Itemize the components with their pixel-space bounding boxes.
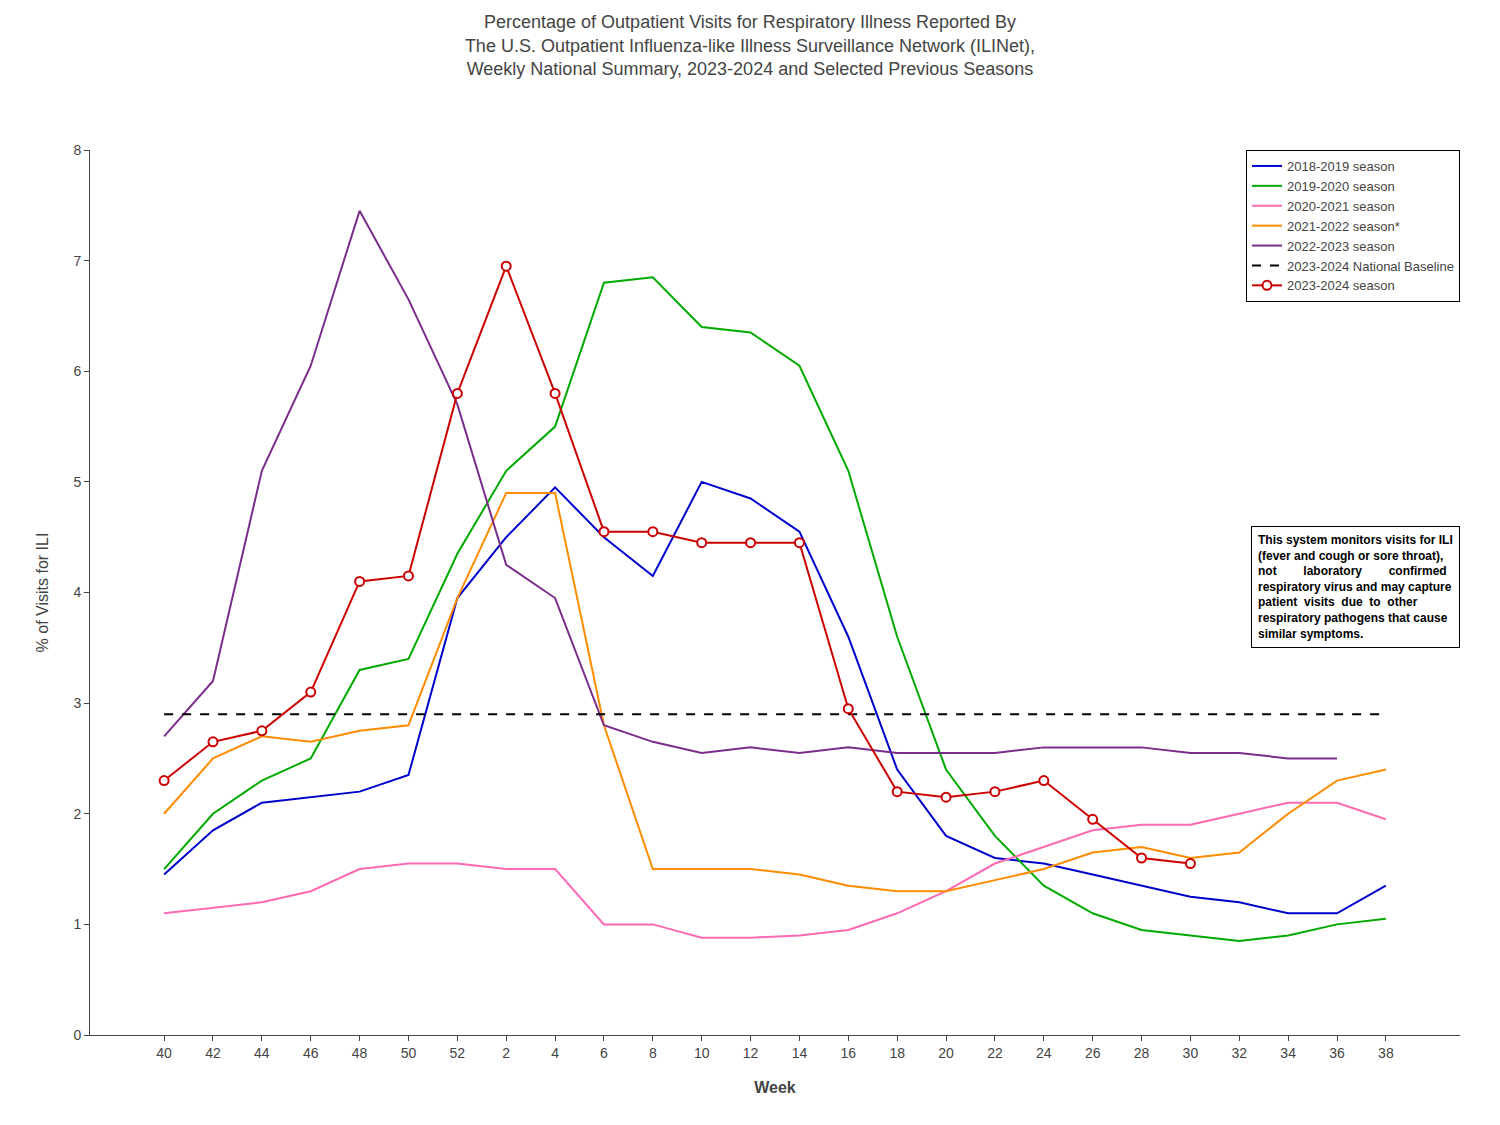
svg-text:2: 2 xyxy=(502,1045,510,1061)
svg-text:12: 12 xyxy=(743,1045,759,1061)
svg-text:14: 14 xyxy=(792,1045,808,1061)
svg-text:% of Visits for ILI: % of Visits for ILI xyxy=(34,533,51,653)
svg-text:44: 44 xyxy=(254,1045,270,1061)
svg-text:Week: Week xyxy=(754,1079,796,1096)
svg-text:6: 6 xyxy=(73,363,81,379)
svg-text:6: 6 xyxy=(600,1045,608,1061)
svg-text:26: 26 xyxy=(1085,1045,1101,1061)
svg-text:3: 3 xyxy=(73,695,81,711)
svg-text:18: 18 xyxy=(889,1045,905,1061)
svg-text:4: 4 xyxy=(551,1045,559,1061)
svg-text:This system monitors visits fo: This system monitors visits for ILI(feve… xyxy=(1258,533,1453,641)
svg-text:4: 4 xyxy=(73,584,81,600)
svg-text:38: 38 xyxy=(1378,1045,1394,1061)
svg-text:36: 36 xyxy=(1329,1045,1345,1061)
svg-text:46: 46 xyxy=(303,1045,319,1061)
svg-text:2019-2020 season: 2019-2020 season xyxy=(1287,179,1395,194)
svg-text:2: 2 xyxy=(73,806,81,822)
svg-text:32: 32 xyxy=(1231,1045,1247,1061)
svg-text:2023-2024 season: 2023-2024 season xyxy=(1287,278,1395,293)
svg-text:16: 16 xyxy=(841,1045,857,1061)
svg-text:52: 52 xyxy=(450,1045,466,1061)
svg-text:20: 20 xyxy=(938,1045,954,1061)
svg-text:28: 28 xyxy=(1134,1045,1150,1061)
svg-text:34: 34 xyxy=(1280,1045,1296,1061)
svg-text:40: 40 xyxy=(156,1045,172,1061)
svg-text:1: 1 xyxy=(73,916,81,932)
svg-text:7: 7 xyxy=(73,253,81,269)
svg-text:2018-2019 season: 2018-2019 season xyxy=(1287,159,1395,174)
svg-text:2020-2021 season: 2020-2021 season xyxy=(1287,199,1395,214)
svg-text:8: 8 xyxy=(73,142,81,158)
svg-text:10: 10 xyxy=(694,1045,710,1061)
svg-text:42: 42 xyxy=(205,1045,221,1061)
svg-text:5: 5 xyxy=(73,474,81,490)
svg-text:48: 48 xyxy=(352,1045,368,1061)
svg-text:30: 30 xyxy=(1183,1045,1199,1061)
svg-text:2023-2024 National Baseline: 2023-2024 National Baseline xyxy=(1287,259,1454,274)
svg-text:2022-2023 season: 2022-2023 season xyxy=(1287,239,1395,254)
svg-text:Percentage of Outpatient Visit: Percentage of Outpatient Visits for Resp… xyxy=(465,12,1035,79)
svg-text:0: 0 xyxy=(73,1027,81,1043)
svg-text:2021-2022 season*: 2021-2022 season* xyxy=(1287,219,1400,234)
svg-text:22: 22 xyxy=(987,1045,1003,1061)
svg-text:8: 8 xyxy=(649,1045,657,1061)
svg-text:24: 24 xyxy=(1036,1045,1052,1061)
svg-text:50: 50 xyxy=(401,1045,417,1061)
